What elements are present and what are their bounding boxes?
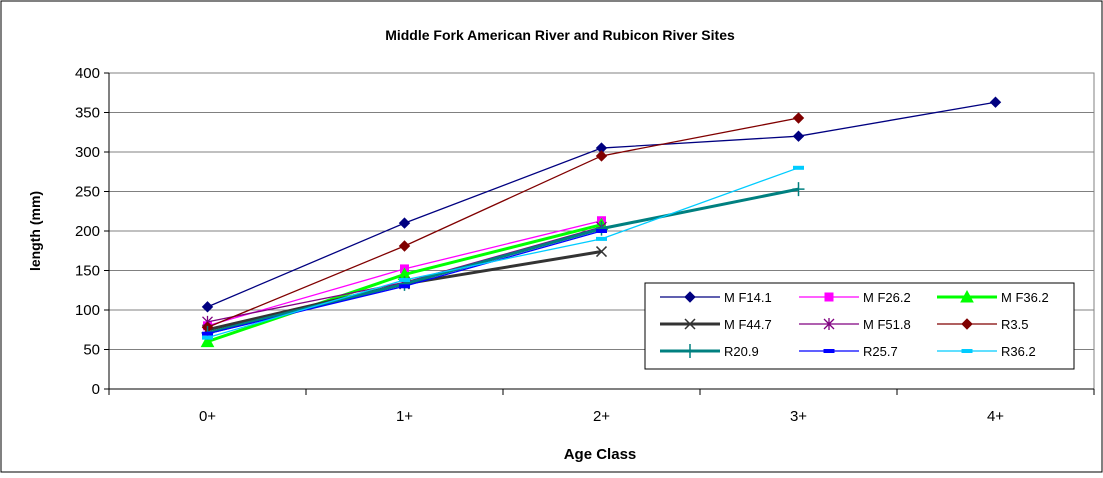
data-point [399,277,410,282]
legend-label: M F14.1 [724,290,772,305]
y-tick-label: 50 [83,342,100,359]
y-tick-label: 150 [75,263,100,280]
y-tick-label: 350 [75,105,100,122]
y-tick-label: 250 [75,184,100,201]
data-point [989,96,1002,108]
legend-swatch-marker [961,318,973,330]
grid-layer [109,72,1094,350]
legend-entry: M F44.7 [660,317,772,332]
legend-label: M F26.2 [863,290,911,305]
legend-entry: R25.7 [799,344,898,359]
chart-title: Middle Fork American River and Rubicon R… [385,27,735,43]
data-point [595,221,608,236]
legend-swatch-marker [823,318,835,330]
y-axis-title: length (mm) [27,191,43,271]
legend-swatch-marker [684,344,696,358]
data-point [202,331,213,336]
data-point [399,284,410,289]
data-point [793,165,804,170]
data-point [792,182,805,197]
axes-layer: 0 50 100 150 200 250 300 350 400 0+ 1+ 2+ 3+ 4+ [75,65,1095,425]
data-point [596,236,607,241]
legend-swatch-marker [823,349,835,353]
legend: M F14.1 M F26.2 M F36.2 M F44.7 M F51.8 R3.5 R… [644,282,1075,370]
legend-entry: M F26.2 [799,290,911,305]
legend-swatch-marker [824,292,834,302]
legend-label: R20.9 [724,344,759,359]
data-point [792,130,805,142]
x-tick-label: 3+ [790,408,807,425]
legend-swatch-marker [684,318,696,330]
series-line [207,117,799,328]
series-r36.2 [202,165,804,340]
data-point [202,335,213,340]
legend-label: M F51.8 [863,317,911,332]
x-axis-title: Age Class [564,446,637,463]
y-tick-label: 0 [92,381,100,398]
y-tick-label: 100 [75,302,100,319]
data-point [792,112,805,124]
data-point [595,150,608,162]
data-point [398,217,411,229]
legend-items: M F14.1 M F26.2 M F36.2 M F44.7 M F51.8 R3.5 R… [660,289,1049,359]
legend-entry: M F36.2 [937,289,1049,305]
data-point [200,334,215,348]
legend-label: M F44.7 [724,317,772,332]
legend-label: R25.7 [863,344,898,359]
series-line [207,167,799,339]
x-tick-label: 1+ [396,408,413,425]
legend-entry: R3.5 [937,317,1028,332]
x-tick-label: 0+ [199,408,216,425]
legend-entry: R20.9 [660,344,759,359]
data-point [201,301,214,313]
legend-label: R3.5 [1001,317,1028,332]
x-tick-label: 4+ [987,408,1004,425]
legend-swatch-marker [684,291,696,303]
data-point [596,229,607,233]
legend-entry: R36.2 [937,344,1036,359]
y-tick-label: 400 [75,65,100,82]
legend-label: M F36.2 [1001,290,1049,305]
data-point [398,240,411,252]
y-tick-label: 300 [75,144,100,161]
legend-entry: M F14.1 [660,290,772,305]
x-tick-label: 2+ [593,408,610,425]
legend-swatch-marker [961,349,973,353]
series-layer [200,96,1002,348]
legend-entry: M F51.8 [799,317,911,332]
legend-label: R36.2 [1001,344,1036,359]
series-m-f14.1 [201,96,1002,313]
data-point [595,246,608,258]
legend-swatch-marker [960,289,974,303]
y-tick-label: 200 [75,223,100,240]
